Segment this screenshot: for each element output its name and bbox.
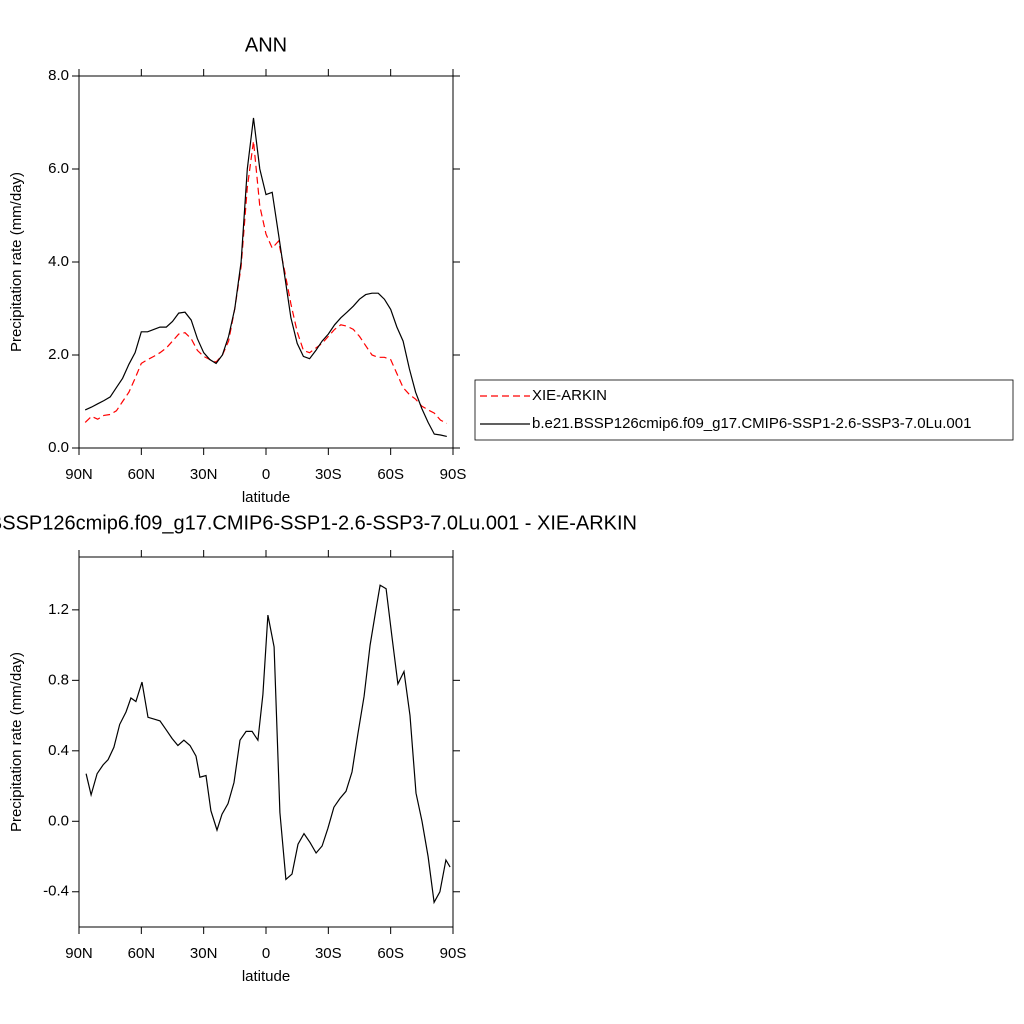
- x-axis-label: latitude: [242, 489, 290, 506]
- y-tick-label: 0.8: [48, 671, 69, 688]
- x-tick-label: 90N: [65, 466, 93, 483]
- x-tick-label: 90S: [440, 466, 467, 483]
- data-line: [84, 117, 447, 437]
- chart-title: ANN: [245, 34, 287, 56]
- x-tick-label: 0: [262, 466, 270, 483]
- y-axis-label: Precipitation rate (mm/day): [8, 172, 25, 352]
- data-line: [84, 141, 448, 424]
- y-tick-label: -0.4: [43, 883, 69, 900]
- y-tick-label: 0.0: [48, 439, 69, 456]
- x-tick-label: 30S: [315, 945, 342, 962]
- x-tick-label: 60S: [377, 466, 404, 483]
- legend: XIE-ARKIN b.e21.BSSP126cmip6.f09_g17.CMIP…: [474, 379, 1014, 441]
- plot-frame: [78, 556, 454, 928]
- x-tick-label: 30S: [315, 466, 342, 483]
- y-tick-label: 6.0: [48, 160, 69, 177]
- data-line: [85, 584, 451, 905]
- y-tick-label: 0.4: [48, 742, 69, 759]
- y-axis-label: Precipitation rate (mm/day): [8, 652, 25, 832]
- y-tick-label: 0.0: [48, 812, 69, 829]
- x-tick-label: 30N: [190, 945, 218, 962]
- y-tick-label: 4.0: [48, 253, 69, 270]
- y-tick-label: 2.0: [48, 346, 69, 363]
- x-tick-label: 90N: [65, 945, 93, 962]
- x-axis-label: latitude: [242, 968, 290, 985]
- legend-label: XIE-ARKIN: [532, 387, 607, 404]
- plot-frame: [78, 75, 454, 449]
- x-tick-label: 90S: [440, 945, 467, 962]
- x-tick-label: 60N: [128, 945, 156, 962]
- x-tick-label: 30N: [190, 466, 218, 483]
- y-tick-label: 1.2: [48, 601, 69, 618]
- x-tick-label: 60N: [128, 466, 156, 483]
- chart-title: b.e21.BSSP126cmip6.f09_g17.CMIP6-SSP1-2.…: [0, 512, 637, 534]
- x-tick-label: 0: [262, 945, 270, 962]
- legend-box: [474, 379, 1014, 441]
- legend-label: b.e21.BSSP126cmip6.f09_g17.CMIP6-SSP1-2.…: [532, 415, 971, 432]
- x-tick-label: 60S: [377, 945, 404, 962]
- y-tick-label: 8.0: [48, 67, 69, 84]
